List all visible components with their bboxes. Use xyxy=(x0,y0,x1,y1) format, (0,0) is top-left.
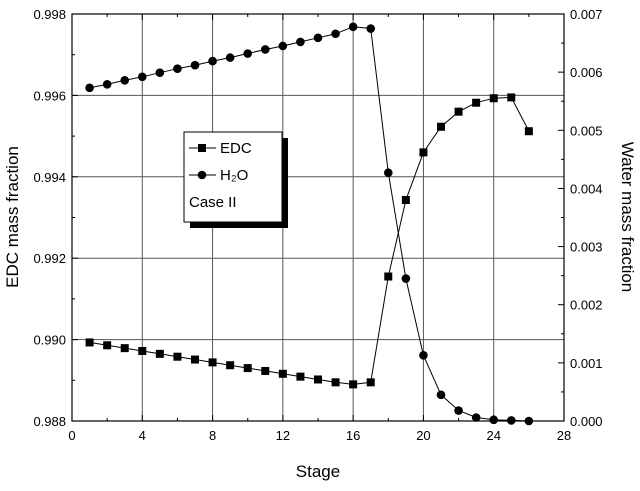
data-point-h2o xyxy=(506,416,516,425)
x-tick-label: 0 xyxy=(68,428,75,443)
data-point-edc xyxy=(296,372,305,381)
data-point-edc xyxy=(349,380,358,389)
data-point-edc xyxy=(489,94,498,103)
data-point-edc xyxy=(472,98,481,107)
axis-ticks: 0 4 8 12 16 20 24 28 0.988 0.990 0.992 0.994 0.996 0.… xyxy=(33,7,602,443)
data-point-h2o xyxy=(331,29,340,39)
data-point-h2o xyxy=(120,75,130,85)
y-left-tick-label: 0.990 xyxy=(33,333,66,348)
data-point-edc xyxy=(226,361,235,370)
series-line-h2o xyxy=(89,26,529,422)
legend-edc-square-marker xyxy=(198,144,206,152)
y-left-tick-label: 0.994 xyxy=(33,170,66,185)
y-right-tick-label: 0.002 xyxy=(570,298,603,313)
data-point-edc xyxy=(507,93,516,102)
x-tick-label: 4 xyxy=(139,428,146,443)
data-point-h2o xyxy=(155,68,165,78)
data-point-h2o xyxy=(419,350,428,360)
data-point-edc xyxy=(138,346,147,355)
y-left-tick-label: 0.988 xyxy=(33,414,66,429)
y-left-tick-label: 0.992 xyxy=(33,251,66,266)
data-point-edc xyxy=(261,366,270,375)
data-point-h2o xyxy=(454,406,463,415)
x-axis-title: Stage xyxy=(296,462,340,481)
data-point-edc xyxy=(120,344,129,353)
y-right-axis-title: Water mass fraction xyxy=(618,142,637,293)
data-point-edc xyxy=(278,369,287,378)
data-point-h2o xyxy=(225,53,235,62)
data-point-h2o xyxy=(401,274,411,283)
data-point-edc xyxy=(173,352,182,361)
data-point-h2o xyxy=(260,45,270,54)
x-tick-label: 16 xyxy=(346,428,360,443)
data-point-h2o xyxy=(489,415,499,425)
data-point-h2o xyxy=(208,56,217,66)
legend-annotation: Case II xyxy=(189,194,237,211)
data-point-edc xyxy=(155,349,164,358)
data-point-h2o xyxy=(524,416,534,426)
legend: EDC H₂O Case II xyxy=(183,131,288,228)
data-point-h2o xyxy=(348,22,358,32)
legend-h2o-circle-marker xyxy=(197,170,207,180)
data-point-edc xyxy=(314,375,322,384)
data-point-edc xyxy=(437,122,445,131)
legend-edc-label: EDC xyxy=(220,140,252,157)
y-right-tick-label: 0.003 xyxy=(570,240,603,255)
series-layer xyxy=(85,22,534,426)
data-point-edc xyxy=(524,127,533,136)
data-point-edc xyxy=(454,107,463,116)
y-right-tick-label: 0.004 xyxy=(570,181,603,196)
legend-h2o-label: H₂O xyxy=(220,167,248,184)
grid-lines xyxy=(72,14,564,421)
data-point-h2o xyxy=(278,41,288,51)
data-point-h2o xyxy=(102,80,112,89)
data-point-edc xyxy=(208,358,217,367)
data-point-edc xyxy=(243,364,252,373)
y-left-tick-label: 0.996 xyxy=(33,88,66,103)
data-point-h2o xyxy=(243,49,253,58)
data-point-h2o xyxy=(313,33,323,43)
y-right-tick-label: 0.006 xyxy=(570,65,603,80)
data-point-edc xyxy=(384,272,393,281)
data-point-edc xyxy=(419,148,428,157)
data-point-h2o xyxy=(366,24,376,33)
data-point-h2o xyxy=(471,413,481,422)
data-point-edc xyxy=(85,338,94,347)
data-point-h2o xyxy=(137,72,147,82)
y-right-tick-label: 0.007 xyxy=(570,7,603,22)
y-right-tick-label: 0.000 xyxy=(570,414,603,429)
data-point-edc xyxy=(191,355,199,364)
x-tick-label: 12 xyxy=(276,428,290,443)
data-point-h2o xyxy=(85,83,94,93)
x-tick-label: 8 xyxy=(209,428,216,443)
data-point-h2o xyxy=(436,390,446,400)
y-left-axis-title: EDC mass fraction xyxy=(3,146,22,288)
y-right-tick-label: 0.001 xyxy=(570,356,603,371)
data-point-edc xyxy=(366,378,375,387)
x-tick-label: 24 xyxy=(486,428,500,443)
data-point-edc xyxy=(103,341,112,350)
x-tick-label: 28 xyxy=(557,428,571,443)
y-right-tick-label: 0.005 xyxy=(570,123,603,138)
data-point-edc xyxy=(331,378,340,387)
y-left-tick-label: 0.998 xyxy=(33,7,66,22)
data-point-h2o xyxy=(296,37,305,47)
data-point-h2o xyxy=(173,64,182,73)
series-line-edc xyxy=(89,96,530,385)
x-tick-label: 20 xyxy=(416,428,430,443)
data-point-edc xyxy=(401,195,410,204)
data-point-h2o xyxy=(383,168,393,178)
data-point-h2o xyxy=(190,60,200,70)
